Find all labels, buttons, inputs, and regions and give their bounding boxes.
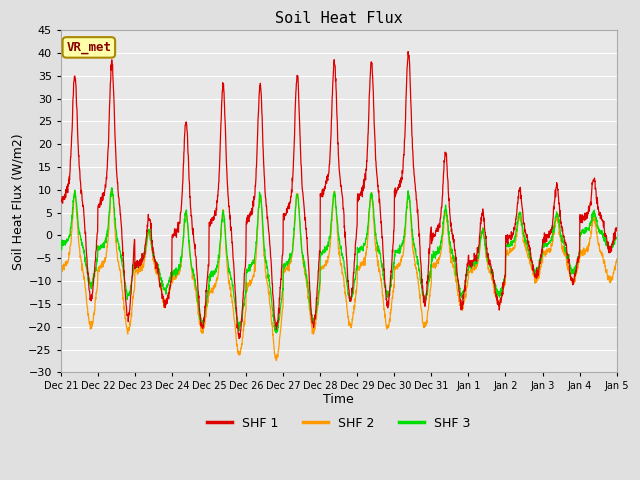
Text: VR_met: VR_met xyxy=(67,41,111,54)
Y-axis label: Soil Heat Flux (W/m2): Soil Heat Flux (W/m2) xyxy=(11,133,24,270)
Legend: SHF 1, SHF 2, SHF 3: SHF 1, SHF 2, SHF 3 xyxy=(202,412,476,435)
Title: Soil Heat Flux: Soil Heat Flux xyxy=(275,11,403,26)
X-axis label: Time: Time xyxy=(323,393,354,406)
